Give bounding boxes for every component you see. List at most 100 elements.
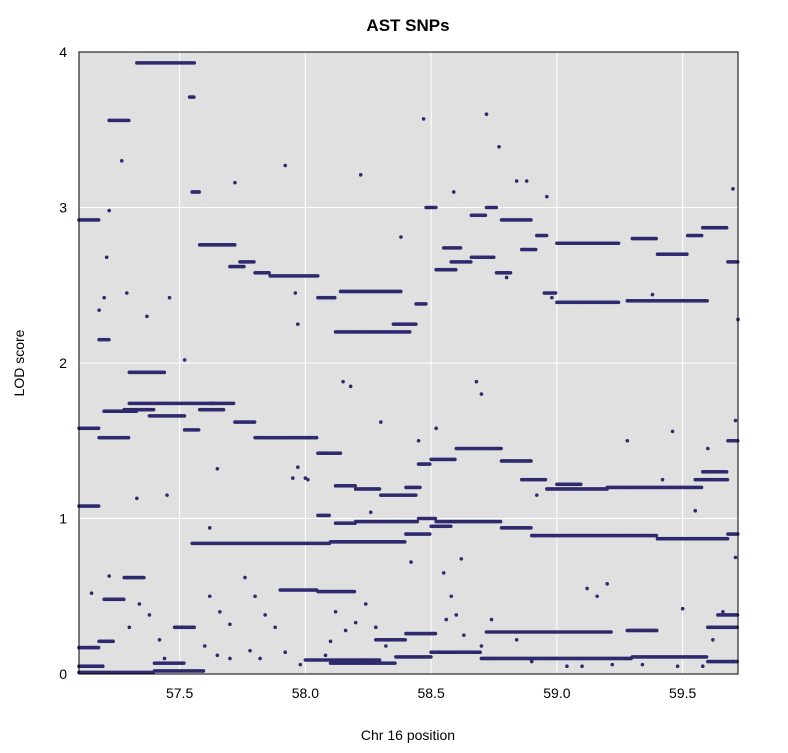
data-point [660,477,665,482]
data-point [315,274,320,278]
data-point [448,524,453,529]
data-point [258,656,262,661]
data-point [233,180,237,185]
data-point [575,482,579,487]
data-point [504,275,509,280]
data-point [135,496,139,501]
x-tick-label: 58.5 [418,685,445,701]
data-point [341,379,345,384]
data-point [427,532,432,536]
data-point [616,241,621,246]
data-point [263,613,267,617]
data-point [580,664,584,669]
data-point [585,586,589,591]
data-point [421,117,426,121]
x-tick-label: 58.0 [292,685,319,701]
data-point [699,485,704,490]
data-point [534,493,539,497]
data-point [494,205,499,210]
data-point [514,637,519,642]
data-point [433,516,438,521]
data-point [478,650,482,655]
data-point [296,465,300,469]
data-point [700,664,705,669]
data-point [479,392,484,396]
data-point [126,118,131,123]
data-point [119,159,124,163]
data-point [725,536,730,541]
data-point [248,648,252,653]
data-point [524,179,529,183]
data-point [182,414,187,418]
data-point [196,428,201,432]
x-axis-label: Chr 16 position [361,727,455,743]
data-point [298,662,303,667]
y-axis-label: LOD score [11,329,27,396]
data-point [508,271,513,275]
data-point [479,644,484,648]
data-point [107,574,111,578]
data-point [231,401,236,406]
data-point [399,235,403,239]
data-point [402,540,407,544]
data-point [393,661,397,665]
data-point [409,560,413,564]
data-point [273,625,277,630]
data-point [565,664,569,669]
data-point [699,233,704,238]
data-point [427,462,432,466]
y-tick-label: 3 [59,200,67,216]
data-point [533,247,538,252]
data-point [489,617,494,622]
data-point [283,163,288,168]
data-point [338,451,343,455]
data-point [469,260,473,264]
data-point [434,205,438,210]
data-point [693,508,698,513]
data-point [731,187,735,191]
data-point [96,426,101,431]
data-point [407,330,412,334]
data-point [441,571,446,575]
data-point [424,302,428,306]
data-point [670,429,675,434]
data-point [314,435,319,440]
data-point [215,653,220,658]
data-point [545,194,549,199]
data-point [363,602,368,606]
data-point [484,112,489,116]
data-point [529,526,533,530]
data-point [97,308,101,312]
y-tick-labels: 0 1 2 3 4 [59,44,67,682]
data-point [680,606,685,611]
data-point [192,61,197,65]
data-point [221,407,226,412]
data-point [142,575,146,580]
data-point [327,513,331,518]
data-point [453,457,457,462]
data-point [228,656,232,661]
data-point [306,477,310,482]
data-points [77,61,740,675]
data-point [429,655,433,659]
data-point [418,485,422,490]
data-point [675,664,680,669]
data-point [610,662,615,667]
data-point [654,533,659,538]
data-point [107,337,111,342]
data-point [192,625,196,630]
data-point [444,617,449,622]
data-point [252,420,257,424]
data-point [706,446,710,451]
data-point [215,466,220,471]
data-point [151,407,156,412]
data-point [514,179,519,183]
data-point [328,639,333,644]
data-point [553,291,558,295]
x-tick-label: 59.5 [669,685,696,701]
data-point [451,190,456,194]
data-point [529,659,534,664]
data-point [414,322,418,326]
data-point [733,555,738,560]
data-point [474,379,479,384]
